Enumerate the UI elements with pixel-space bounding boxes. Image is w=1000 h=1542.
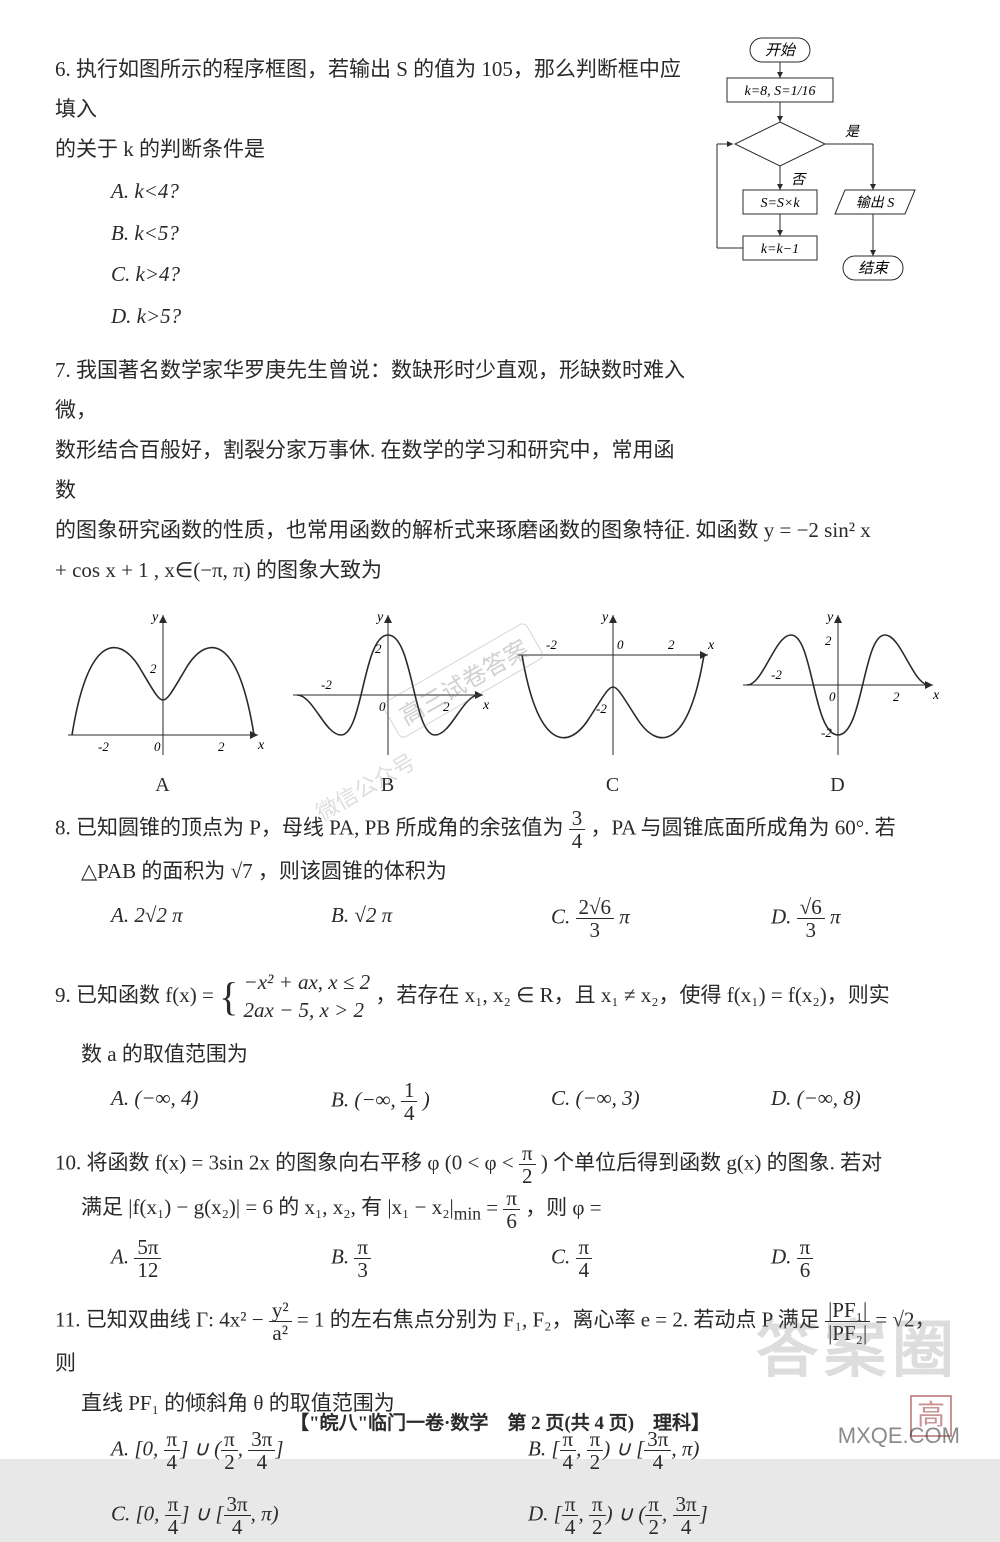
svg-text:x: x (932, 688, 940, 703)
svg-text:-2: -2 (771, 667, 782, 682)
graph-d: x y 0 -2 2 2 -2 D (730, 605, 945, 797)
fc-out: 输出 S (856, 195, 895, 211)
svg-text:0: 0 (829, 689, 836, 704)
svg-text:-2: -2 (546, 637, 557, 652)
svg-text:2: 2 (668, 637, 675, 652)
fc-start: 开始 (765, 42, 797, 59)
fc-step2: k=k−1 (761, 242, 799, 257)
q10-l1a: 10. 将函数 f(x) = 3sin 2x 的图象向右平移 φ (0 < φ … (55, 1150, 519, 1174)
svg-text:0: 0 (154, 739, 161, 754)
graph-a-label: A (55, 774, 270, 797)
svg-text:2: 2 (150, 661, 157, 676)
q9-case2: 2ax − 5, x > 2 (244, 998, 364, 1022)
q11-l1a: 11. 已知双曲线 Γ: 4x² − (55, 1307, 269, 1331)
q7-l3: 的图象研究函数的性质，也常用函数的解析式来琢磨函数的图象特征. 如函数 y = … (55, 518, 871, 542)
q8-frac1: 34 (569, 807, 586, 852)
graph-b-label: B (280, 774, 495, 797)
graph-c-label: C (505, 774, 720, 797)
q10-l2a: 满足 |f(x₁) − g(x₂)| = 6 的 x₁, x₂, 有 |x₁ −… (55, 1195, 454, 1219)
flowchart: 开始 k=8, S=1/16 否 是 S=S×k 输出 S k=k−1 结束 (705, 36, 950, 311)
svg-text:y: y (375, 610, 384, 625)
fc-step1: S=S×k (760, 196, 800, 211)
q8-opt-d: D. √63 π (771, 896, 871, 941)
q9-opt-b: B. (−∞, 14 ) (331, 1079, 431, 1124)
q8-l2b: ，则该圆锥的体积为 (258, 859, 447, 883)
q9-opt-c: C. (−∞, 3) (551, 1079, 651, 1124)
q9-tail2: 数 a 的取值范围为 (55, 1042, 248, 1066)
svg-text:x: x (257, 738, 265, 753)
watermark-brand: 答案圈 (756, 1299, 960, 1389)
svg-text:y: y (825, 610, 834, 625)
q9-opt-a: A. (−∞, 4) (111, 1079, 211, 1124)
fc-no: 否 (791, 173, 807, 188)
q6-opt-c: C. k>4? (111, 262, 180, 286)
q8-l1a: 8. 已知圆锥的顶点为 P，母线 PA, PB 所成角的余弦值为 (55, 815, 569, 839)
q6-opt-d: D. k>5? (111, 304, 181, 328)
q6-opt-a: A. k<4? (111, 179, 179, 203)
graph-c: x y 0 -2 2 -2 C (505, 605, 720, 797)
svg-text:-2: -2 (596, 701, 607, 716)
q10-opt-c: C. π4 (551, 1236, 651, 1281)
q10-min: min (454, 1203, 481, 1223)
q8-opt-a: A. 2√2 π (111, 896, 211, 941)
svg-text:2: 2 (218, 739, 225, 754)
question-9: 9. 已知函数 f(x) = { −x² + ax, x ≤ 2 2ax − 5… (55, 959, 945, 1128)
q6-opt-b: B. k<5? (111, 221, 179, 245)
q11-opt-d: D. [π4, π2) ∪ (π2, 3π4] (528, 1493, 945, 1538)
q7-l2: 数形结合百般好，割裂分家万事休. 在数学的学习和研究中，常用函数 (55, 438, 675, 502)
graph-b: x y 0 -2 2 2 B (280, 605, 495, 797)
svg-text:2: 2 (825, 633, 832, 648)
svg-text:2: 2 (893, 689, 900, 704)
q10-opt-b: B. π3 (331, 1236, 431, 1281)
svg-text:-2: -2 (98, 739, 109, 754)
svg-text:x: x (707, 638, 715, 653)
q10-l1b: ) 个单位后得到函数 g(x) 的图象. 若对 (541, 1150, 882, 1174)
svg-text:x: x (482, 698, 490, 713)
q9-lead: 9. 已知函数 f(x) = (55, 982, 214, 1006)
svg-text:0: 0 (379, 699, 386, 714)
q8-l2a: △PAB 的面积为 (55, 859, 231, 883)
graph-a: x y 0 -2 2 2 A (55, 605, 270, 797)
watermark-url: MXQE.COM (838, 1423, 960, 1449)
graph-d-label: D (730, 774, 945, 797)
q8-opt-c: C. 2√63 π (551, 896, 651, 941)
graph-row: x y 0 -2 2 2 A x y 0 -2 2 2 B (55, 605, 945, 797)
question-10: 10. 将函数 f(x) = 3sin 2x 的图象向右平移 φ (0 < φ … (55, 1142, 945, 1285)
q7-l4: + cos x + 1 , x∈(−π, π) 的图象大致为 (55, 558, 382, 582)
fc-init: k=8, S=1/16 (745, 84, 816, 99)
svg-text:-2: -2 (321, 677, 332, 692)
q9-opt-d: D. (−∞, 8) (771, 1079, 871, 1124)
question-7: 7. 我国著名数学家华罗庚先生曾说：数缺形时少直观，形缺数时难入微， 数形结合百… (55, 351, 945, 590)
q6-text-a: 6. 执行如图所示的程序框图，若输出 S 的值为 105，那么判断框中应填入 (55, 57, 681, 121)
fc-end: 结束 (858, 260, 890, 277)
svg-text:0: 0 (617, 637, 624, 652)
q6-text-b: 的关于 k 的判断条件是 (55, 137, 265, 161)
q9-case1: −x² + ax, x ≤ 2 (244, 970, 371, 994)
svg-text:2: 2 (443, 699, 450, 714)
q11-l1b: = 1 的左右焦点分别为 F₁, F₂，离心率 e = 2. 若动点 P 满足 (297, 1307, 825, 1331)
q9-tail1: ，若存在 x₁, x₂ ∈ R，且 x₁ ≠ x₂，使得 f(x₁) = f(x… (375, 982, 889, 1006)
svg-text:y: y (600, 610, 609, 625)
q7-l1: 7. 我国著名数学家华罗庚先生曾说：数缺形时少直观，形缺数时难入微， (55, 358, 685, 422)
q8-opt-b: B. √2 π (331, 896, 431, 941)
question-8: 8. 已知圆锥的顶点为 P，母线 PA, PB 所成角的余弦值为 34 ，PA … (55, 807, 945, 945)
fc-yes: 是 (845, 124, 860, 140)
q11-opt-c: C. [0, π4] ∪ [3π4, π) (111, 1493, 528, 1538)
q8-l1b: ，PA 与圆锥底面所成角为 60°. 若 (591, 815, 896, 839)
q10-opt-d: D. π6 (771, 1236, 871, 1281)
q8-rt: √7 (231, 859, 253, 883)
svg-text:y: y (150, 610, 159, 625)
q10-opt-a: A. 5π12 (111, 1236, 211, 1281)
